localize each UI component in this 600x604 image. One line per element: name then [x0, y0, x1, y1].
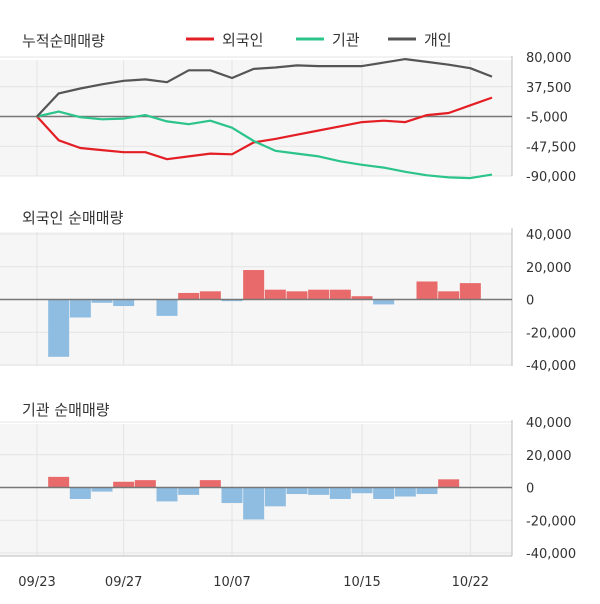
y-tick-label: -20,000	[526, 326, 576, 341]
legend-label: 외국인	[222, 31, 263, 49]
series-line-외국인	[36, 96, 493, 161]
bar	[221, 299, 243, 302]
bar	[69, 299, 91, 318]
y-tick-label: -47,500	[526, 140, 576, 155]
bar	[178, 487, 200, 495]
bar	[134, 480, 156, 488]
y-tick-label: 0	[526, 294, 534, 309]
y-tick-label: 0	[526, 482, 534, 497]
plot-area-1	[0, 60, 512, 176]
bar	[286, 291, 308, 300]
x-tick-label: 09/23	[18, 575, 55, 590]
y-tick-label: 20,000	[526, 261, 572, 276]
bar	[221, 487, 243, 504]
bar	[113, 481, 135, 488]
bar	[243, 270, 265, 300]
bar	[459, 283, 481, 300]
panel-title: 누적순매매량	[22, 32, 105, 50]
bar	[438, 291, 460, 300]
y-tick-label: -5,000	[526, 111, 568, 126]
y-tick-label: 40,000	[526, 416, 572, 431]
y-tick-label: -20,000	[526, 514, 576, 529]
x-tick-label: 10/07	[213, 575, 250, 590]
panel-title: 외국인 순매매량	[22, 209, 124, 227]
bar	[351, 487, 373, 494]
bar	[416, 281, 438, 300]
bar	[264, 487, 286, 507]
bar	[329, 289, 351, 300]
series-line-기관	[36, 110, 493, 180]
y-tick-label: -40,000	[526, 359, 576, 374]
bar	[156, 299, 178, 316]
bar	[48, 476, 70, 488]
bar	[416, 487, 438, 495]
y-tick-label: -40,000	[526, 547, 576, 562]
x-tick-label: 10/15	[343, 575, 380, 590]
bar	[199, 480, 221, 488]
panel-title: 기관 순매매량	[22, 401, 110, 419]
bar	[48, 299, 70, 357]
bar	[286, 487, 308, 495]
bar	[91, 487, 113, 492]
bar	[438, 479, 460, 488]
bar	[264, 289, 286, 300]
bar	[394, 487, 416, 497]
bar	[178, 292, 200, 300]
bar	[243, 487, 265, 520]
x-tick-label: 10/22	[452, 575, 489, 590]
x-tick-label: 09/27	[105, 575, 142, 590]
y-tick-label: 80,000	[526, 51, 572, 66]
y-tick-label: -90,000	[526, 170, 576, 185]
y-tick-label: 40,000	[526, 228, 572, 243]
series-line-개인	[36, 57, 493, 118]
bar	[308, 289, 330, 300]
legend-label: 개인	[424, 31, 452, 49]
bar	[373, 487, 395, 499]
bar	[69, 487, 91, 499]
bar	[156, 487, 178, 502]
bar	[113, 299, 135, 307]
y-tick-label: 37,500	[526, 81, 572, 96]
bar	[91, 299, 113, 303]
legend-label: 기관	[332, 31, 360, 49]
y-tick-label: 20,000	[526, 449, 572, 464]
bar	[351, 296, 373, 300]
bar	[308, 487, 330, 495]
bar	[373, 299, 395, 305]
bar	[199, 291, 221, 300]
bar	[329, 487, 351, 499]
